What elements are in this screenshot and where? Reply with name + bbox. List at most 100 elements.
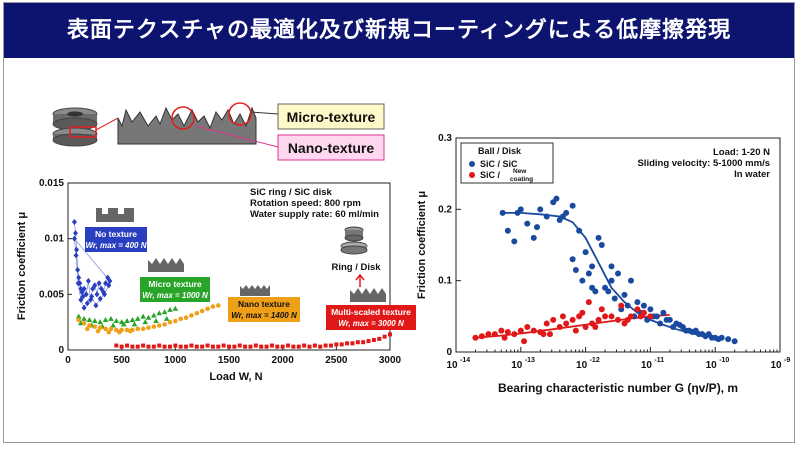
- nano-texture-point: [92, 324, 98, 329]
- new-coating-point: [585, 299, 592, 306]
- micro-texture-point: [167, 306, 173, 312]
- new-coating-point: [556, 324, 563, 331]
- chart2-y-axis-label: Friction coefficient μ: [416, 191, 428, 299]
- multi-scaled-texture-point: [125, 343, 130, 348]
- nano-texture-point: [103, 326, 108, 332]
- new-coating-point: [498, 327, 505, 334]
- micro-texture-point: [156, 310, 163, 316]
- chart2-legend: [460, 142, 554, 184]
- new-coating-point: [524, 324, 531, 331]
- nano-texture-point: [81, 320, 87, 326]
- no-texture-point: [106, 282, 112, 289]
- micro-texture-label-box: [140, 277, 210, 302]
- multi-scaled-texture-point: [339, 342, 344, 347]
- nano-texture-point: [76, 317, 82, 323]
- micro-texture-point: [129, 316, 136, 322]
- multi-scaled-texture-point: [307, 344, 312, 349]
- micro-texture-point: [92, 318, 98, 324]
- nano-texture-point: [156, 323, 162, 328]
- nano-texture-point: [194, 310, 200, 316]
- micro-texture-point: [134, 315, 141, 321]
- chart2-condition-2: Sliding velocity: 5-1000 mm/s: [637, 158, 770, 169]
- no-texture-label: No texture: [95, 229, 137, 239]
- multi-scaled-texture-point: [371, 337, 376, 342]
- no-texture-point: [94, 291, 100, 298]
- legend-marker-new-coating: [469, 172, 475, 178]
- sic-sic-point: [608, 263, 615, 270]
- multi-scaled-texture-point: [388, 332, 392, 337]
- sic-sic-point: [676, 321, 683, 328]
- multi-scaled-texture-point: [141, 343, 146, 348]
- nano-texture-series-label: Nano texture: [238, 299, 290, 309]
- multi-scaled-texture-point: [184, 344, 189, 349]
- multi-scaled-texture-point: [162, 344, 167, 349]
- new-coating-point: [517, 327, 524, 334]
- chart2-plot-area: [455, 137, 781, 353]
- chart1-x-axis-label: Load W, N: [209, 371, 262, 383]
- new-coating-point: [579, 309, 586, 316]
- micro-texture-point: [86, 316, 93, 322]
- title-banner: 表面テクスチャの最適化及び新規コーティングによる低摩擦発現: [4, 3, 794, 58]
- multi-scaled-texture-point: [130, 344, 135, 349]
- sic-sic-point: [595, 234, 602, 241]
- nano-texture-point: [146, 325, 151, 331]
- chart2-x-tick-base: 10: [576, 360, 588, 371]
- nano-texture-point: [97, 325, 103, 331]
- legend-label-new: New: [513, 168, 527, 175]
- no-texture-point: [89, 293, 95, 300]
- sic-sic-point: [569, 256, 576, 263]
- micro-texture-point: [108, 315, 114, 321]
- new-coating-point: [602, 313, 609, 320]
- chart1-x-tick-label: 0: [65, 355, 71, 366]
- multi-scaled-texture-point: [200, 344, 205, 349]
- multi-scaled-texture-swatch: [350, 288, 386, 302]
- sic-sic-point: [524, 220, 531, 227]
- nano-texture-point: [151, 324, 157, 329]
- micro-texture-point: [110, 322, 116, 328]
- sic-sic-point: [634, 299, 641, 306]
- no-texture-point: [73, 252, 79, 259]
- chart2-x-tick-exponent: -10: [719, 357, 729, 364]
- no-texture-point: [75, 280, 81, 287]
- chart1-y-tick-label: 0.015: [39, 178, 64, 189]
- micro-texture-point: [121, 321, 127, 327]
- micro-texture-point: [145, 314, 152, 320]
- new-coating-point: [530, 327, 537, 334]
- chart1-y-tick-label: 0.01: [45, 234, 65, 245]
- chart1-x-tick-label: 1500: [218, 355, 241, 366]
- sic-sic-point: [589, 284, 596, 291]
- multi-scaled-texture-point: [194, 344, 199, 349]
- nano-texture-point: [183, 315, 189, 321]
- sic-sic-point: [725, 336, 732, 343]
- nano-texture-point: [108, 326, 114, 332]
- chart2-y-tick-label: 0.1: [438, 276, 452, 287]
- micro-texture-point: [151, 312, 157, 318]
- micro-texture-point: [81, 315, 87, 321]
- sic-sic-point: [569, 202, 576, 209]
- sic-sic-point: [611, 295, 618, 302]
- sic-sic-point: [715, 336, 722, 343]
- sic-sic-point: [731, 338, 738, 345]
- multi-scaled-texture-point: [318, 344, 323, 349]
- sic-sic-point: [689, 329, 696, 336]
- new-coating-point: [615, 316, 621, 323]
- chart2-x-tick-exponent: -14: [460, 357, 470, 364]
- sic-sic-point: [640, 302, 647, 309]
- no-texture-point: [81, 285, 87, 292]
- multi-scaled-texture-point: [205, 343, 210, 348]
- chart2-x-tick-exponent: -13: [525, 357, 535, 364]
- micro-texture-point: [142, 319, 149, 325]
- no-texture-point: [85, 277, 91, 284]
- chart1-condition-3: Water supply rate: 60 ml/min: [250, 209, 379, 220]
- nano-texture-point: [178, 316, 183, 322]
- no-texture-point: [97, 295, 103, 302]
- multi-scaled-texture-point: [189, 343, 194, 348]
- no-texture-point: [71, 235, 77, 242]
- sic-sic-point: [585, 270, 592, 277]
- sic-sic-point: [579, 277, 586, 284]
- new-coating-point: [569, 316, 576, 323]
- multi-scaled-texture-point: [334, 342, 339, 347]
- multi-scaled-texture-point: [312, 343, 317, 348]
- micro-texture-series-label: Micro texture: [148, 279, 202, 289]
